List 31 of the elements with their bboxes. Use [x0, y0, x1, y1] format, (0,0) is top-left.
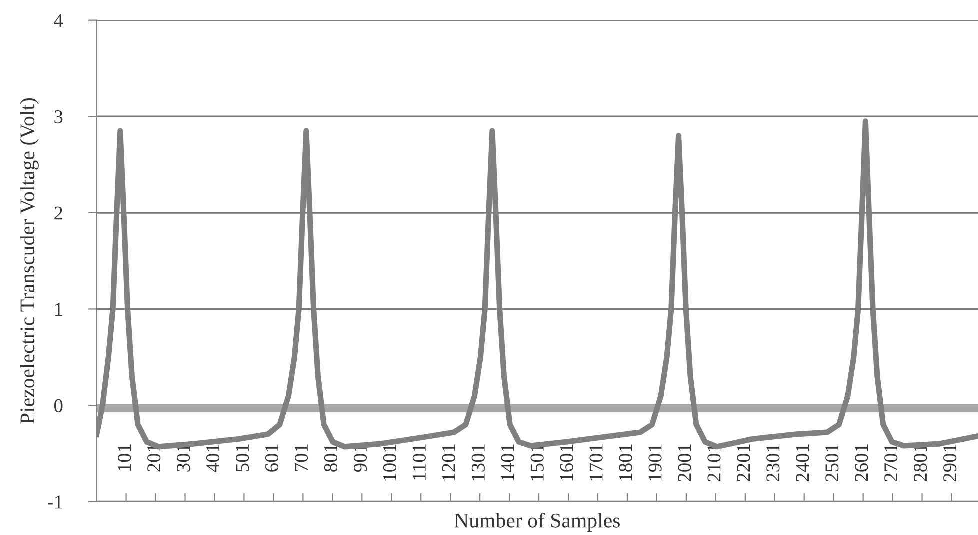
- y-tick-label: 0: [54, 399, 63, 412]
- x-tick-label: 2701: [884, 444, 898, 482]
- y-tick-label: 3: [54, 110, 63, 124]
- y-tick-label: 2: [54, 206, 62, 220]
- x-tick-label: 1201: [442, 444, 456, 481]
- x-tick-label: 2901: [944, 444, 957, 482]
- x-tick-label: 701: [294, 444, 308, 472]
- x-tick-label: 1901: [648, 444, 662, 481]
- x-tick-label: 2301: [766, 444, 780, 482]
- x-tick-label: 1301: [472, 444, 485, 481]
- y-axis-title: Piezoelectric Transcuder Voltage (Volt): [20, 98, 39, 424]
- x-tick-label: 2601: [855, 444, 868, 482]
- x-tick-label: 101: [118, 444, 132, 471]
- x-tick-label: 2001: [678, 444, 692, 482]
- x-tick-label: 501: [236, 444, 250, 472]
- x-tick-label: 2201: [737, 444, 750, 482]
- x-tick-label: 1601: [560, 444, 574, 481]
- y-tick-label: -1: [48, 496, 62, 509]
- x-tick-label: 2401: [796, 444, 810, 482]
- x-axis-title: Number of Samples: [454, 512, 620, 532]
- x-tick-label: 601: [265, 444, 279, 472]
- x-tick-label: 1101: [412, 444, 426, 480]
- y-tick-label: 1: [55, 303, 62, 316]
- x-tick-label: 2501: [826, 444, 839, 482]
- y-tick-label: 4: [54, 14, 64, 28]
- x-tick-label: 801: [324, 444, 338, 472]
- x-tick-label: 401: [206, 444, 220, 472]
- x-tick-label: 1701: [590, 444, 603, 481]
- x-tick-label: 1001: [383, 444, 396, 481]
- x-tick-label: 1401: [501, 444, 514, 481]
- x-tick-label: 1801: [619, 444, 632, 481]
